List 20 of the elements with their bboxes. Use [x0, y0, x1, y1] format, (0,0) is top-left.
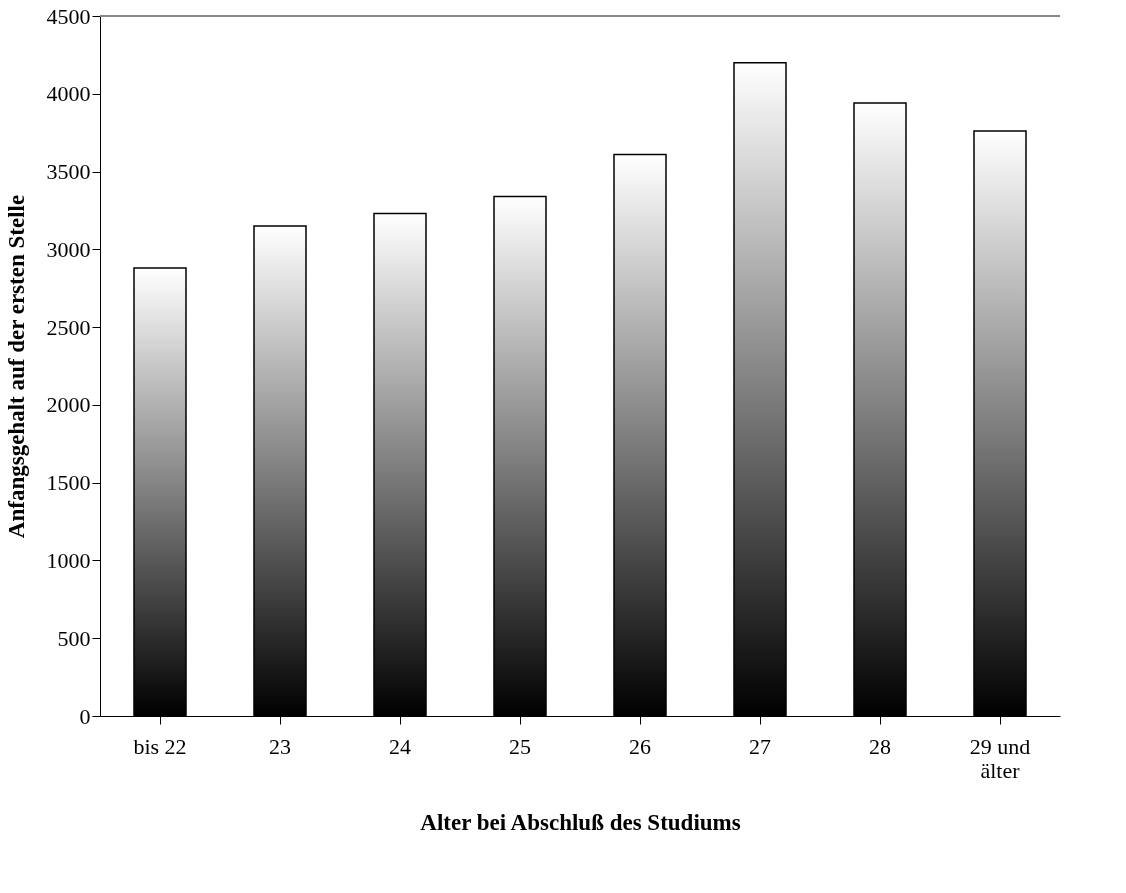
x-tick-label: 24: [389, 733, 411, 759]
y-tick-label: 1500: [46, 470, 91, 496]
x-tick-label: 28: [869, 733, 891, 759]
x-axis-title: Alter bei Abschluß des Studiums: [420, 809, 741, 835]
y-tick-label: 4000: [46, 81, 91, 107]
y-axis-title: Anfangsgehalt auf der ersten Stelle: [3, 194, 29, 539]
y-tick-label: 3000: [46, 236, 91, 262]
y-tick-label: 2000: [46, 392, 91, 418]
x-tick-label: 26: [629, 733, 651, 759]
x-tick-label: bis 22: [133, 733, 187, 759]
x-tick-label: 27: [749, 733, 771, 759]
y-tick-label: 0: [79, 703, 91, 729]
y-tick-label: 3500: [46, 159, 91, 185]
y-tick-label: 1000: [46, 547, 91, 573]
x-tick-label: 25: [509, 733, 531, 759]
y-tick-label: 2500: [46, 314, 91, 340]
x-tick-label: 29 und älter: [969, 733, 1031, 783]
x-tick-label: 23: [269, 733, 291, 759]
y-tick-label: 4500: [46, 3, 91, 29]
y-tick-label: 500: [57, 625, 91, 651]
